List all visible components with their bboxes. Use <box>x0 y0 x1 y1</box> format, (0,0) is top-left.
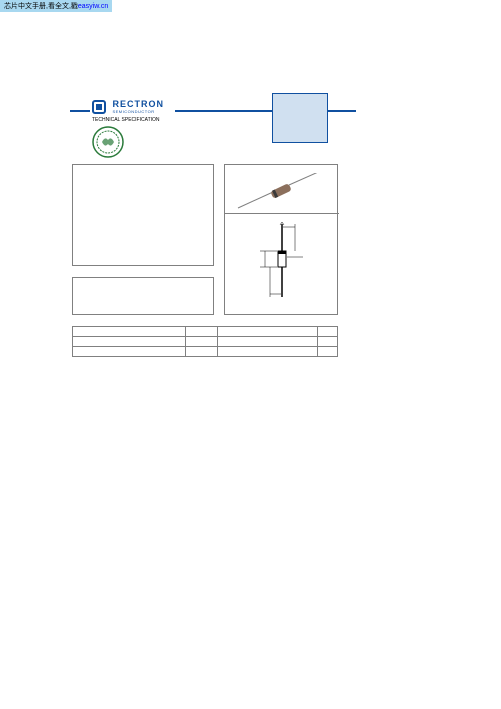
top-banner: 芯片中文手册,看全文,戳easyiw.cn <box>0 0 112 12</box>
package-drawing-box <box>224 164 338 315</box>
table-row <box>73 327 338 337</box>
table-cell <box>318 347 338 357</box>
table-row <box>73 337 338 347</box>
header-line-left <box>70 110 90 112</box>
diode-3d-render <box>233 173 331 213</box>
table-cell <box>73 347 186 357</box>
logo-spec: TECHNICAL SPECIFICATION <box>92 117 172 123</box>
logo-icon <box>92 100 106 114</box>
header-line-mid <box>175 110 272 112</box>
logo-brand: RECTRON <box>112 99 164 109</box>
features-box <box>72 164 214 266</box>
logo-sub: SEMICONDUCTOR <box>112 109 164 114</box>
table-cell <box>318 337 338 347</box>
table-cell <box>218 337 318 347</box>
table-row <box>73 347 338 357</box>
table-cell <box>73 327 186 337</box>
dimensions-table <box>72 326 338 357</box>
table-cell <box>73 337 186 347</box>
table-cell <box>185 347 218 357</box>
header-row: RECTRON SEMICONDUCTOR TECHNICAL SPECIFIC… <box>40 98 460 136</box>
table-cell <box>185 337 218 347</box>
datasheet-page: RECTRON SEMICONDUCTOR TECHNICAL SPECIFIC… <box>40 20 460 164</box>
mechanical-data-box <box>72 277 214 315</box>
banner-text: 芯片中文手册,看全文,戳 <box>4 3 78 10</box>
banner-link[interactable]: easyiw.cn <box>78 3 108 10</box>
drawing-divider <box>225 213 339 214</box>
table-cell <box>185 327 218 337</box>
header-line-right <box>328 110 356 112</box>
mechanical-drawing <box>245 219 319 309</box>
part-number-box <box>272 93 328 143</box>
company-logo: RECTRON SEMICONDUCTOR TECHNICAL SPECIFIC… <box>92 98 172 123</box>
table-cell <box>318 327 338 337</box>
table-cell <box>218 327 318 337</box>
rohs-badge <box>92 126 124 158</box>
table-cell <box>218 347 318 357</box>
